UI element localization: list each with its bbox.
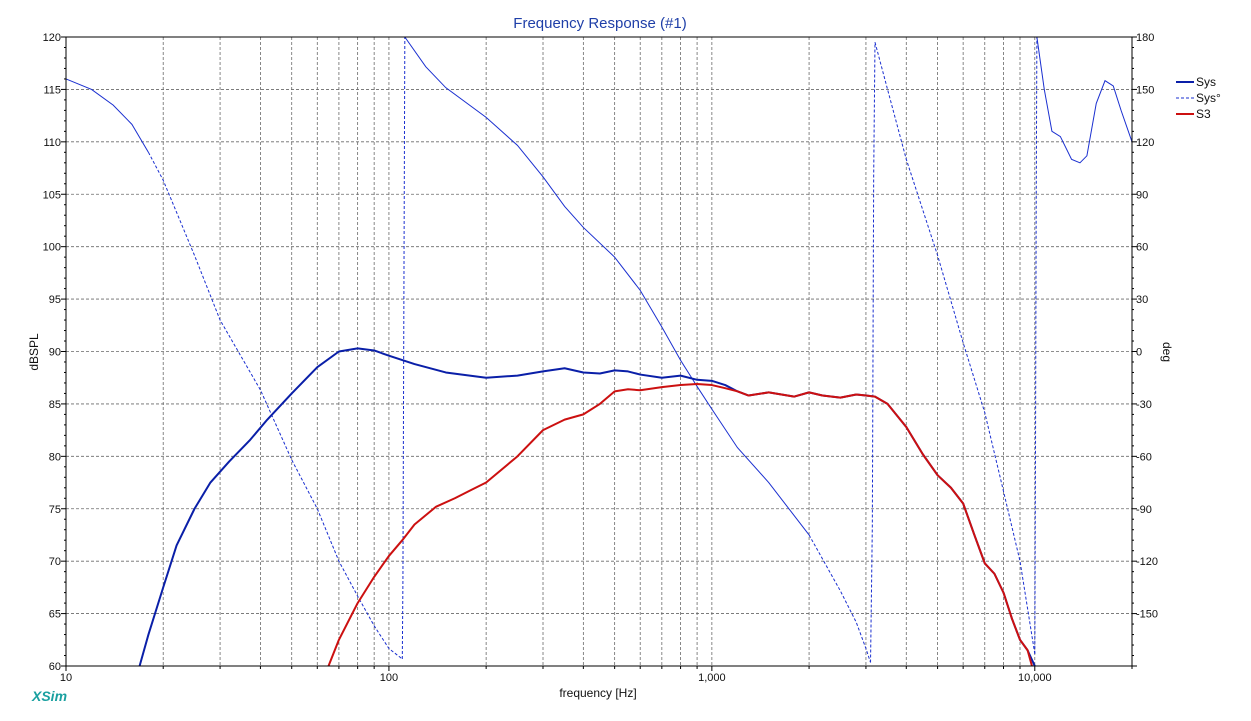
y2-tick-label: -120 — [1136, 556, 1158, 568]
y-tick-label: 65 — [49, 609, 61, 621]
y-tick-label: 105 — [43, 189, 61, 201]
y2-tick-label: 180 — [1136, 32, 1154, 44]
series-sys — [138, 347, 1036, 667]
series-sys-phase — [65, 36, 1133, 663]
y2-tick-label: -60 — [1136, 451, 1152, 463]
y-tick-label: 110 — [43, 137, 61, 149]
y2-tick-label: 120 — [1136, 137, 1154, 149]
legend-label: Sys° — [1196, 91, 1221, 105]
grid-layer — [66, 37, 1132, 666]
y2-tick-label: -90 — [1136, 504, 1152, 516]
series-s3 — [327, 383, 1033, 667]
legend-label: Sys — [1196, 75, 1216, 89]
y-tick-label: 80 — [49, 451, 61, 463]
series-line — [138, 347, 1036, 667]
y-tick-label: 70 — [49, 556, 61, 568]
y-tick-label: 90 — [49, 347, 61, 359]
series-line-segment — [401, 36, 406, 660]
series-line — [327, 383, 1033, 667]
x-tick-label: 1,000 — [698, 672, 726, 684]
y2-tick-label: 60 — [1136, 242, 1148, 254]
y2-tick-label: -150 — [1136, 609, 1158, 621]
y-tick-label: 75 — [49, 504, 61, 516]
x-tick-label: 10 — [60, 672, 72, 684]
y-tick-label: 100 — [43, 242, 61, 254]
legend-label: S3 — [1196, 107, 1211, 121]
series-line-segment — [808, 534, 872, 663]
legend: Sys Sys° S3 — [1176, 75, 1221, 121]
series-line-segment — [1036, 36, 1133, 164]
y-tick-label: 85 — [49, 399, 61, 411]
xsim-brand-logo: XSim — [31, 688, 67, 704]
y2-tick-label: 90 — [1136, 189, 1148, 201]
x-axis-label: frequency [Hz] — [559, 686, 636, 700]
series-layer — [65, 36, 1133, 667]
y-axis-label: dBSPL — [27, 333, 41, 371]
series-line-segment — [404, 36, 810, 536]
y2-tick-label: -30 — [1136, 399, 1152, 411]
series-line-segment — [870, 42, 876, 663]
y2-tick-label: 30 — [1136, 294, 1148, 306]
x-tick-label: 10,000 — [1018, 672, 1052, 684]
y2-tick-label: 150 — [1136, 84, 1154, 96]
y2-axis-label: deg — [1160, 342, 1174, 362]
axis-layer: 1201151101051009590858075706560180150120… — [43, 32, 1158, 684]
y-tick-label: 95 — [49, 294, 61, 306]
x-tick-label: 100 — [380, 672, 398, 684]
series-line-segment — [65, 78, 149, 153]
series-line-segment — [147, 152, 403, 660]
chart-title: Frequency Response (#1) — [513, 15, 686, 32]
y-tick-label: 115 — [43, 84, 61, 96]
y2-tick-label: 0 — [1136, 347, 1142, 359]
y-tick-label: 60 — [49, 661, 61, 673]
y-tick-label: 120 — [43, 32, 61, 44]
series-line-segment — [874, 42, 1036, 654]
